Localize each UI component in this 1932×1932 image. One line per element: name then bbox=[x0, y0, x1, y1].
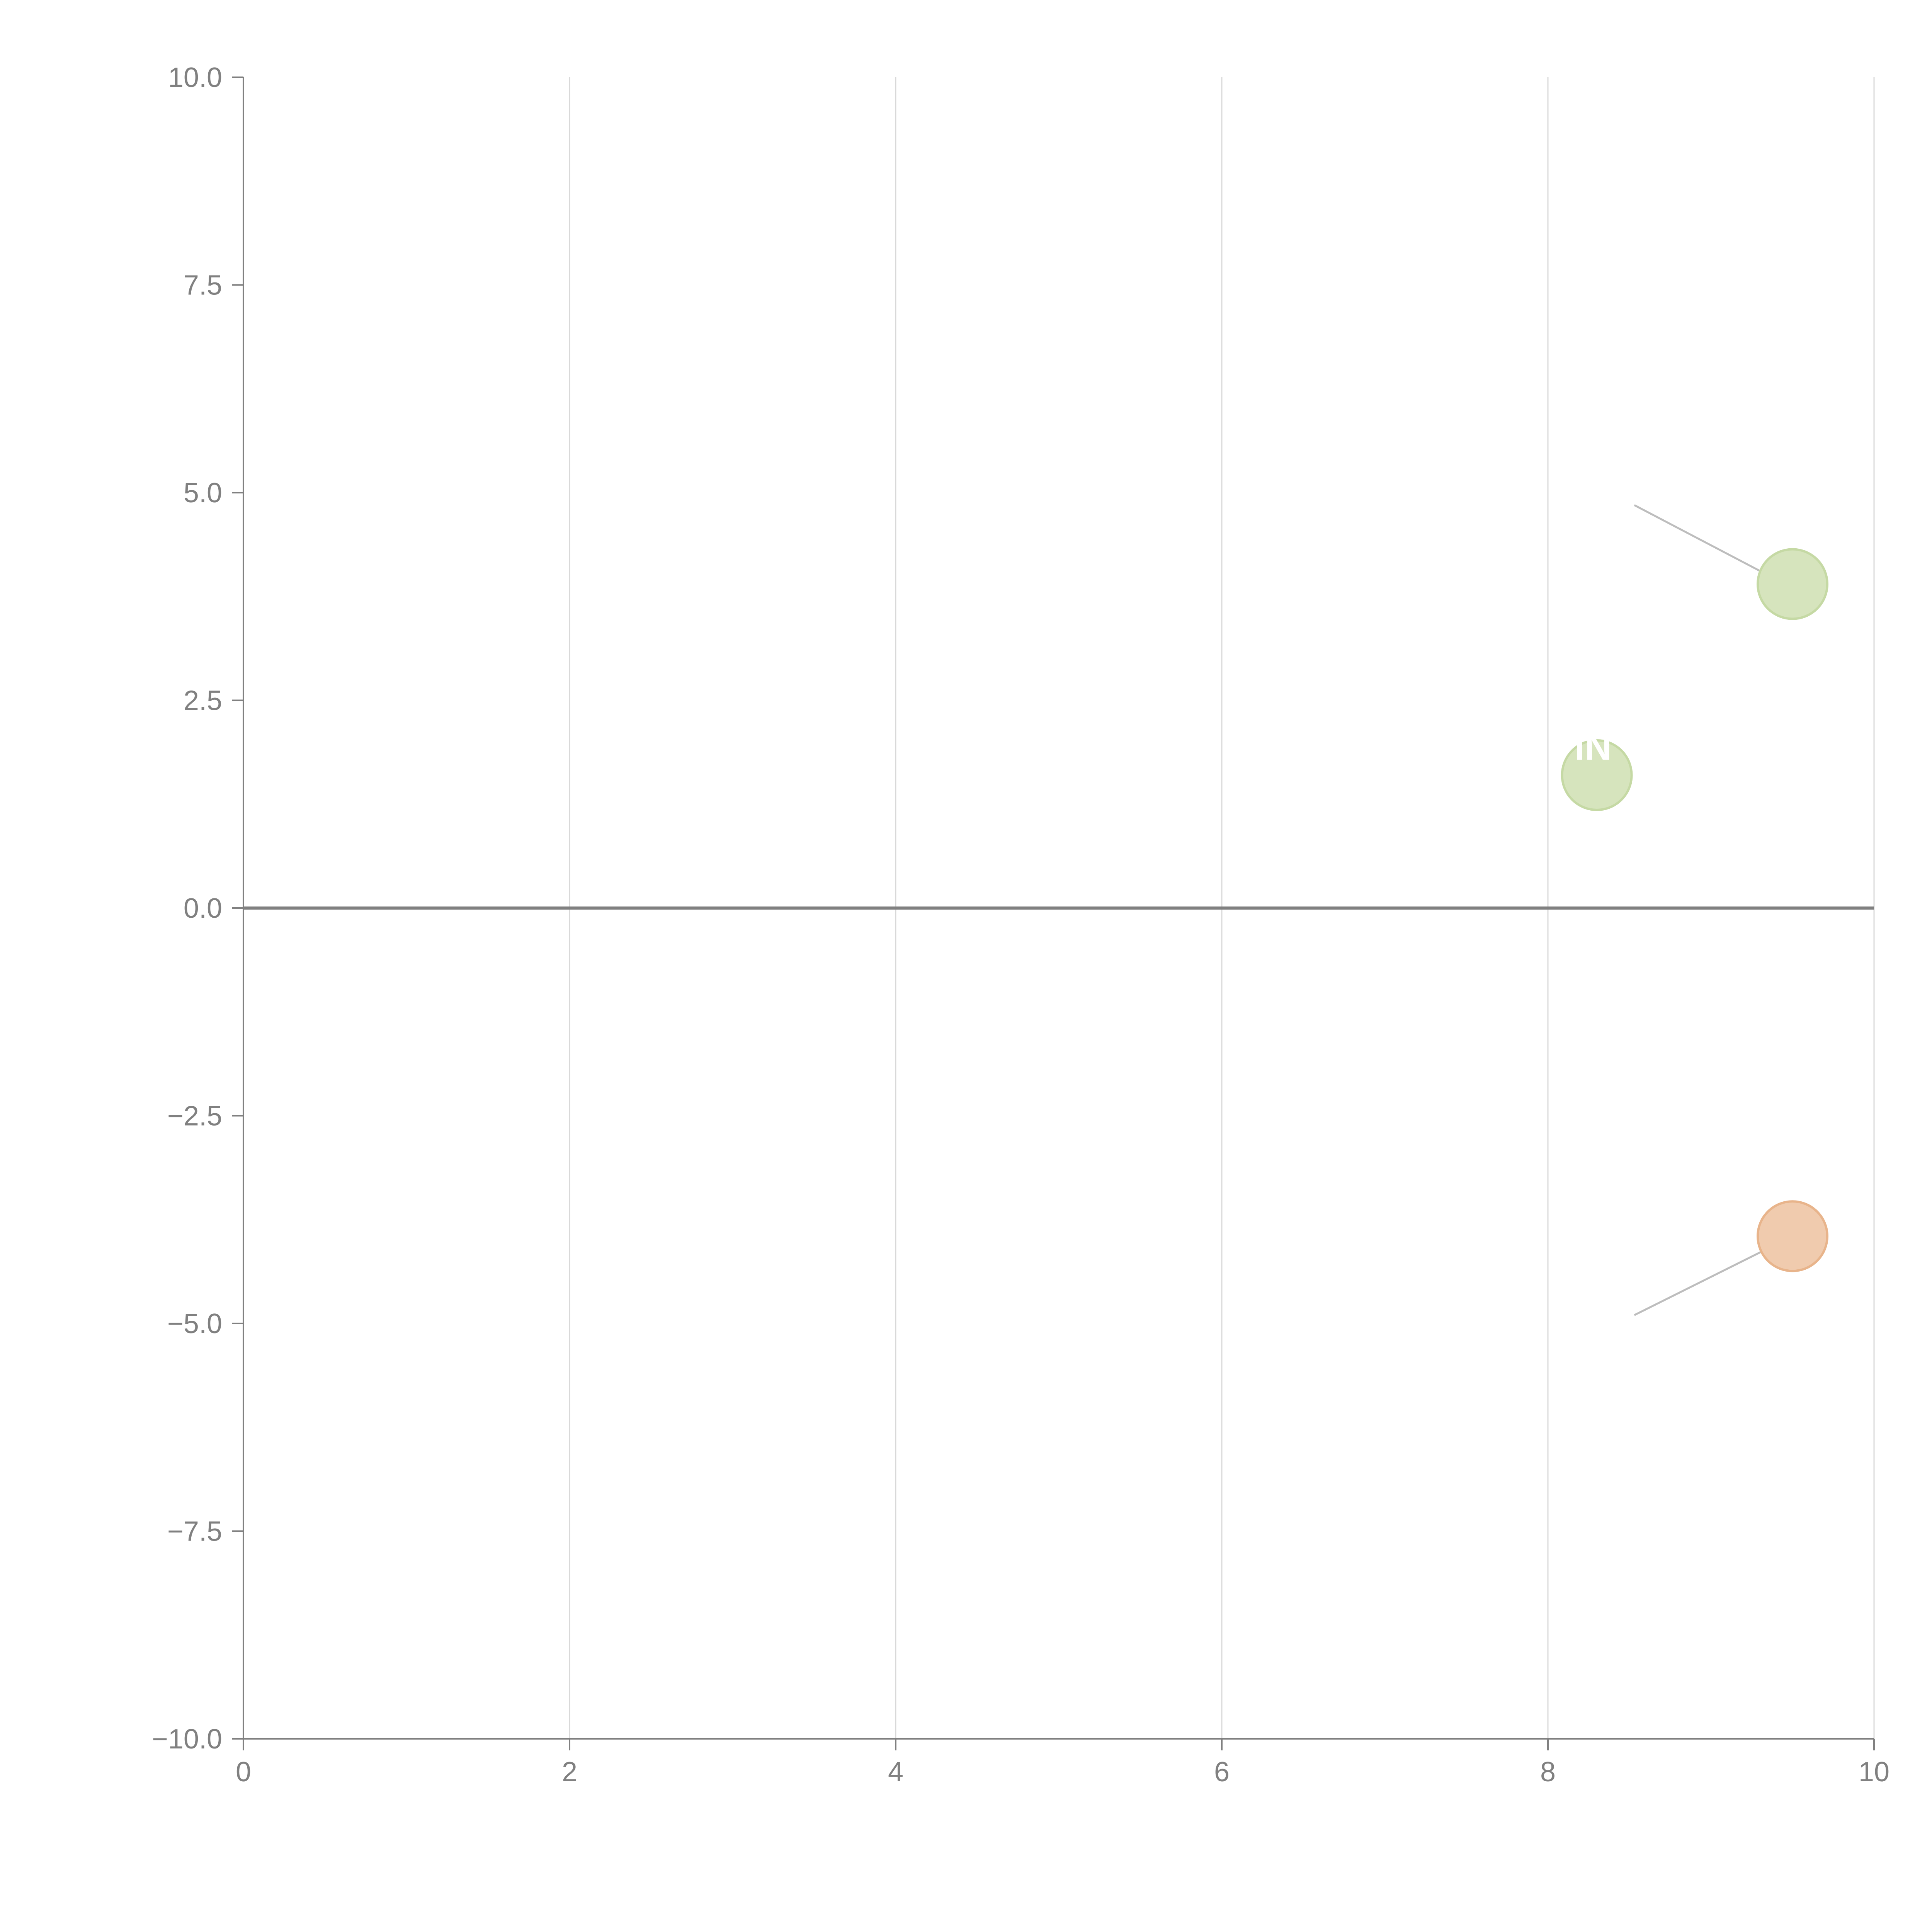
x-tick-label: 2 bbox=[562, 1757, 577, 1787]
y-tick-label: 0.0 bbox=[184, 893, 222, 924]
scatter-point bbox=[1757, 1200, 1828, 1272]
y-tick-label: 2.5 bbox=[184, 685, 222, 716]
y-tick-label: −5.0 bbox=[167, 1308, 222, 1339]
y-tick-label: −7.5 bbox=[167, 1516, 222, 1547]
axis-layer: 0 2 4 6 8 10 10.0 7.5 5.0 2.5 0.0 −2.5 −5.0 −7.5 −10.0 bbox=[152, 62, 1889, 1787]
x-tick-label: 0 bbox=[236, 1757, 251, 1787]
scatter-point bbox=[1561, 739, 1633, 811]
y-tick-label: 5.0 bbox=[184, 478, 222, 509]
marks-layer: IN bbox=[1561, 504, 1828, 1316]
scatter-point bbox=[1757, 548, 1828, 620]
point-label: IN bbox=[1575, 726, 1612, 768]
y-tick-label: 7.5 bbox=[184, 270, 222, 301]
x-tick-label: 10 bbox=[1859, 1757, 1889, 1787]
x-tick-label: 4 bbox=[888, 1757, 903, 1787]
y-tick-label: −10.0 bbox=[152, 1724, 222, 1755]
x-tick-label: 8 bbox=[1540, 1757, 1556, 1787]
y-tick-label: 10.0 bbox=[168, 62, 222, 93]
y-tick-label: −2.5 bbox=[167, 1101, 222, 1132]
x-tick-label: 6 bbox=[1214, 1757, 1230, 1787]
